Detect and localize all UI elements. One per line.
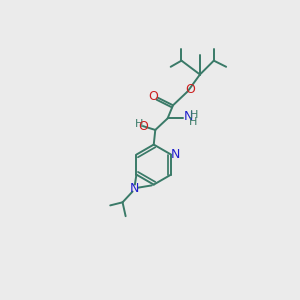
Text: H: H bbox=[189, 117, 197, 127]
Text: N: N bbox=[184, 110, 193, 123]
Text: H: H bbox=[135, 119, 143, 129]
Text: O: O bbox=[138, 120, 148, 134]
Text: O: O bbox=[148, 90, 158, 103]
Text: H: H bbox=[190, 110, 199, 120]
Text: N: N bbox=[170, 148, 180, 161]
Text: N: N bbox=[130, 182, 140, 195]
Text: O: O bbox=[185, 82, 195, 96]
